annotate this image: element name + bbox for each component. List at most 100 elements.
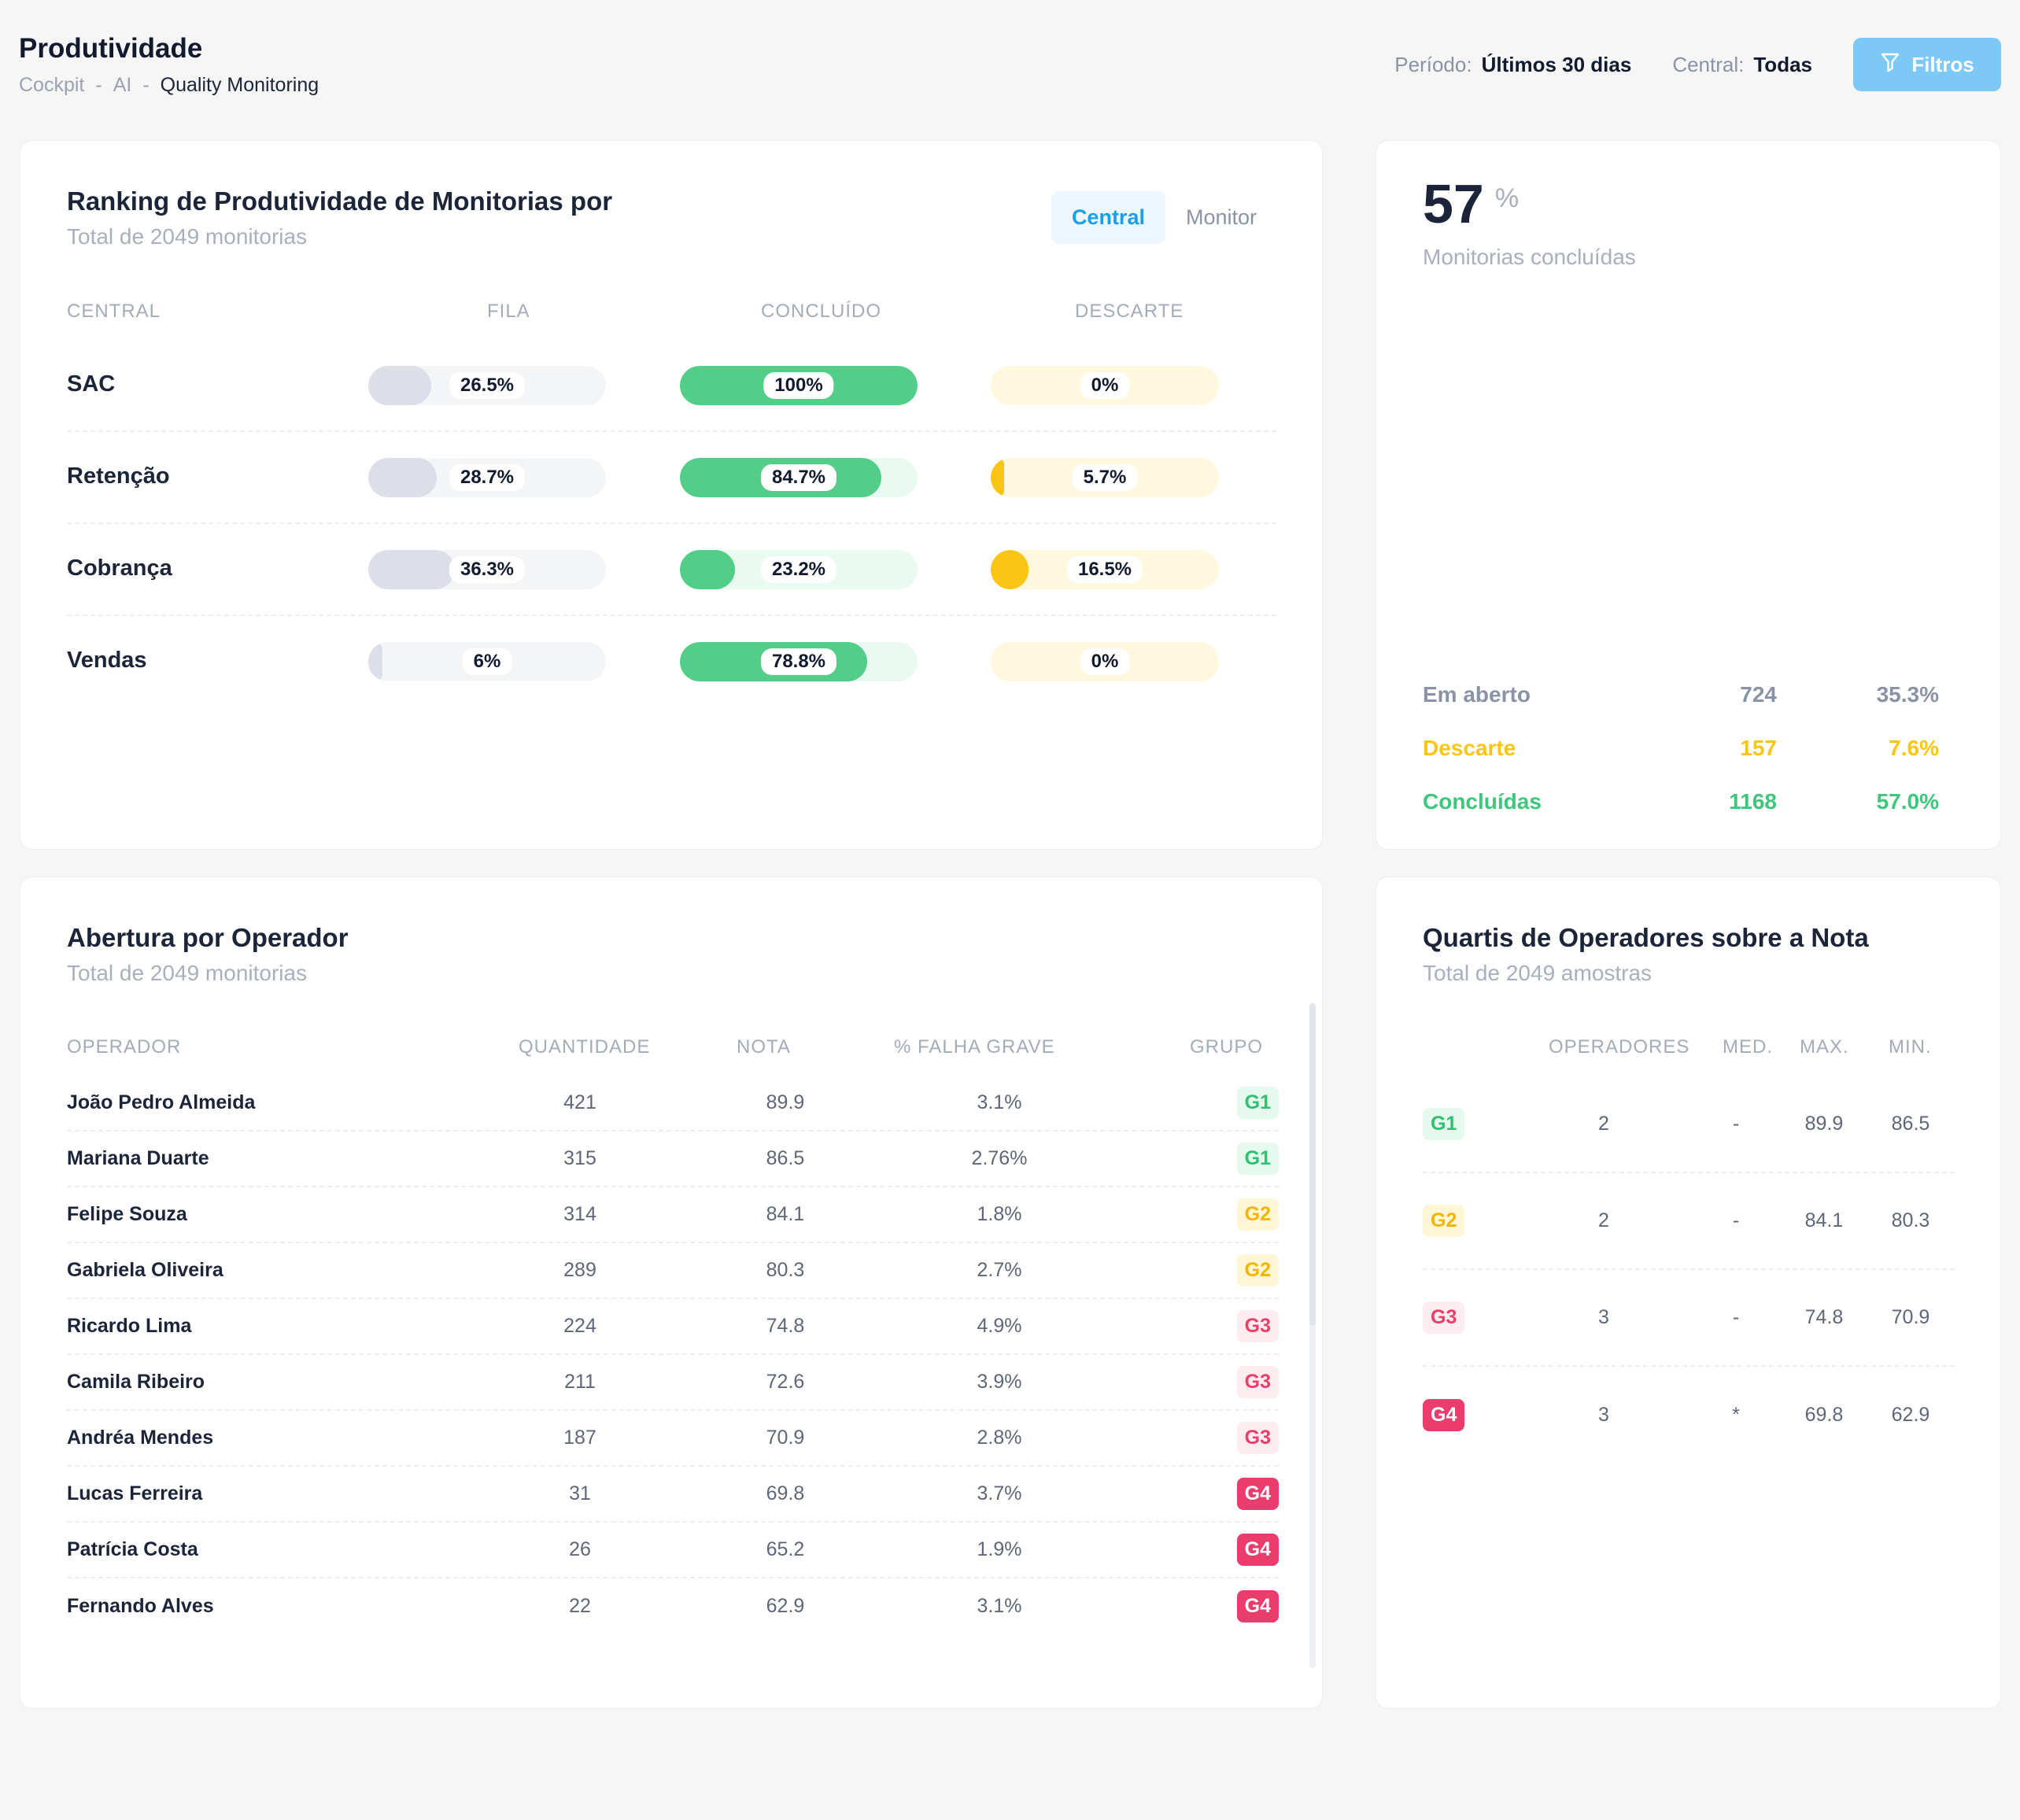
- ranking-row-sac[interactable]: SAC 26.5% 100% 0%: [67, 340, 1276, 432]
- operator-qty: 315: [563, 1147, 596, 1169]
- col-operadores: OPERADORES: [1549, 1036, 1690, 1058]
- table-row[interactable]: João Pedro Almeida 421 89.9 3.1% G1: [67, 1076, 1279, 1132]
- completion-label: Monitorias concluídas: [1423, 245, 1636, 269]
- quartis-med: -: [1732, 1209, 1740, 1231]
- fila-value: 36.3%: [449, 556, 526, 583]
- col-operador: OPERADOR: [67, 1036, 182, 1058]
- table-row[interactable]: Patrícia Costa 26 65.2 1.9% G4: [67, 1523, 1279, 1578]
- table-row[interactable]: Ricardo Lima 224 74.8 4.9% G3: [67, 1299, 1279, 1355]
- group-badge: G1: [1236, 1087, 1279, 1119]
- fila-bar-fill: [368, 458, 437, 497]
- period-filter[interactable]: Período: Últimos 30 dias: [1394, 53, 1631, 77]
- operator-nota: 72.6: [766, 1371, 805, 1393]
- completion-value: 57: [1423, 173, 1484, 234]
- breadcrumb-separator: -: [95, 74, 102, 96]
- descarte-bar: 16.5%: [991, 550, 1219, 589]
- ranking-toggle: Central Monitor: [1051, 191, 1277, 244]
- operator-scrollbar-thumb[interactable]: [1309, 1003, 1316, 1326]
- page-title: Produtividade: [19, 33, 203, 64]
- descarte-value: 0%: [1080, 648, 1130, 675]
- ranking-row-name: Vendas: [67, 648, 147, 673]
- operator-name: Gabriela Oliveira: [67, 1259, 223, 1281]
- group-badge: G2: [1236, 1254, 1279, 1287]
- fila-bar: 36.3%: [368, 550, 606, 589]
- quartis-min: 80.3: [1891, 1209, 1930, 1231]
- concluido-bar-fill: [680, 550, 736, 589]
- concluido-bar: 84.7%: [680, 458, 918, 497]
- table-row[interactable]: G2 2 - 84.1 80.3: [1423, 1173, 1955, 1270]
- breadcrumb-separator: -: [142, 74, 150, 96]
- filters-bar: Período: Últimos 30 dias Central: Todas Fi…: [1394, 38, 2001, 91]
- operator-qty: 31: [569, 1482, 591, 1504]
- concluido-value: 84.7%: [760, 464, 837, 491]
- fila-value: 6%: [462, 648, 512, 675]
- operator-name: Lucas Ferreira: [67, 1482, 203, 1504]
- table-row[interactable]: G1 2 - 89.9 86.5: [1423, 1076, 1955, 1173]
- operator-nota: 80.3: [766, 1259, 805, 1281]
- descarte-value: 5.7%: [1072, 464, 1138, 491]
- concluido-value: 100%: [763, 372, 834, 399]
- central-value: Todas: [1753, 52, 1812, 76]
- operator-falha: 1.9%: [977, 1538, 1022, 1560]
- quartis-ops: 2: [1598, 1209, 1609, 1231]
- fila-value: 28.7%: [449, 464, 526, 491]
- completion-unit: %: [1494, 183, 1520, 213]
- quartis-min: 62.9: [1891, 1404, 1930, 1426]
- fila-value: 26.5%: [449, 372, 526, 399]
- fila-bar: 26.5%: [368, 366, 606, 405]
- table-row[interactable]: Gabriela Oliveira 289 80.3 2.7% G2: [67, 1243, 1279, 1299]
- filters-button[interactable]: Filtros: [1853, 38, 2001, 91]
- operator-title: Abertura por Operador: [67, 923, 349, 952]
- ranking-row-cobranca[interactable]: Cobrança 36.3% 23.2% 16.5%: [67, 524, 1276, 616]
- quartis-max: 74.8: [1804, 1306, 1844, 1328]
- group-badge: G4: [1236, 1590, 1279, 1622]
- descarte-value: 16.5%: [1066, 556, 1143, 583]
- ranking-rows: SAC 26.5% 100% 0% Retenção 28.7% 84.7% 5…: [67, 340, 1276, 708]
- group-badge: G3: [1236, 1422, 1279, 1454]
- table-row[interactable]: Felipe Souza 314 84.1 1.8% G2: [67, 1187, 1279, 1243]
- col-fila: FILA: [487, 301, 530, 322]
- operator-qty: 26: [569, 1538, 591, 1560]
- table-row[interactable]: Camila Ribeiro 211 72.6 3.9% G3: [67, 1355, 1279, 1411]
- summary-list: Em aberto 724 35.3% Descarte 157 7.6% Co…: [1423, 668, 1939, 829]
- ranking-title: Ranking de Produtividade de Monitorias p…: [67, 186, 613, 216]
- operator-qty: 421: [563, 1091, 596, 1113]
- operator-name: Camila Ribeiro: [67, 1371, 205, 1393]
- operator-scrollbar[interactable]: [1309, 1003, 1316, 1668]
- col-falha-grave: % FALHA GRAVE: [894, 1036, 1055, 1058]
- table-row[interactable]: Andréa Mendes 187 70.9 2.8% G3: [67, 1411, 1279, 1467]
- group-badge: G4: [1236, 1534, 1279, 1566]
- operator-falha: 3.9%: [977, 1371, 1022, 1393]
- breadcrumb-item-ai[interactable]: AI: [113, 74, 132, 96]
- operator-name: Mariana Duarte: [67, 1147, 209, 1169]
- breadcrumb: Cockpit - AI - Quality Monitoring: [19, 74, 319, 97]
- toggle-monitor[interactable]: Monitor: [1185, 205, 1257, 229]
- breadcrumb-item-cockpit[interactable]: Cockpit: [19, 74, 85, 96]
- operator-falha: 3.1%: [977, 1595, 1022, 1617]
- toggle-central[interactable]: Central: [1051, 191, 1165, 244]
- table-row[interactable]: G4 3 * 69.8 62.9: [1423, 1367, 1955, 1464]
- group-badge: G2: [1236, 1198, 1279, 1231]
- descarte-value: 0%: [1080, 372, 1130, 399]
- operator-card: Abertura por Operador Total de 2049 moni…: [20, 877, 1323, 1709]
- quartis-title: Quartis de Operadores sobre a Nota: [1423, 923, 1869, 952]
- table-row[interactable]: Fernando Alves 22 62.9 3.1% G4: [67, 1578, 1279, 1634]
- operator-falha: 1.8%: [977, 1203, 1022, 1225]
- operator-falha: 3.1%: [977, 1091, 1022, 1113]
- operator-subtitle: Total de 2049 monitorias: [67, 961, 308, 985]
- summary-row-label: Em aberto: [1423, 682, 1531, 707]
- quartis-ops: 2: [1598, 1113, 1609, 1135]
- table-row[interactable]: Lucas Ferreira 31 69.8 3.7% G4: [67, 1467, 1279, 1523]
- summary-row-pct: 7.6%: [1889, 736, 1939, 760]
- ranking-row-retencao[interactable]: Retenção 28.7% 84.7% 5.7%: [67, 432, 1276, 524]
- table-row[interactable]: Mariana Duarte 315 86.5 2.76% G1: [67, 1132, 1279, 1187]
- operator-nota: 74.8: [766, 1315, 805, 1337]
- summary-row-pct: 57.0%: [1876, 789, 1939, 814]
- ranking-row-vendas[interactable]: Vendas 6% 78.8% 0%: [67, 616, 1276, 708]
- central-filter[interactable]: Central: Todas: [1672, 53, 1812, 77]
- operator-nota: 62.9: [766, 1595, 805, 1617]
- group-badge: G3: [1423, 1301, 1465, 1334]
- table-row[interactable]: G3 3 - 74.8 70.9: [1423, 1270, 1955, 1367]
- operator-table: João Pedro Almeida 421 89.9 3.1% G1 Mari…: [67, 1076, 1279, 1634]
- ranking-card: Ranking de Produtividade de Monitorias p…: [20, 140, 1323, 850]
